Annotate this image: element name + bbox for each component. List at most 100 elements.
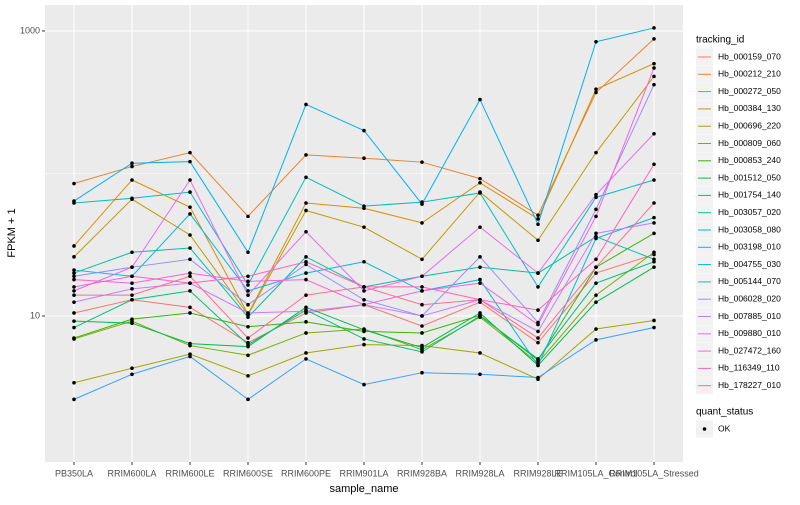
data-point <box>304 293 308 297</box>
legend-label: OK <box>718 423 731 433</box>
data-point <box>594 214 598 219</box>
data-point <box>362 297 366 302</box>
legend-label: Hb_003057_020 <box>718 207 781 217</box>
data-point <box>130 317 134 321</box>
data-point <box>652 66 656 70</box>
data-point <box>362 285 366 289</box>
data-point <box>478 265 482 269</box>
data-point <box>130 250 134 255</box>
data-point <box>246 324 250 329</box>
data-point <box>188 150 192 155</box>
data-point <box>478 176 482 181</box>
data-point <box>188 311 192 315</box>
data-point <box>652 82 656 87</box>
data-point <box>652 265 656 269</box>
data-point <box>362 204 366 208</box>
data-point <box>130 164 134 169</box>
data-point <box>130 372 134 377</box>
data-point <box>478 311 482 315</box>
x-tick-label: RRIM901LA <box>339 468 388 478</box>
data-point <box>652 257 656 262</box>
data-point <box>536 238 540 243</box>
data-point <box>130 274 134 279</box>
legend-label: Hb_000853_240 <box>718 155 781 165</box>
data-point <box>594 257 598 262</box>
data-point <box>72 380 76 385</box>
data-point <box>188 190 192 194</box>
data-point <box>594 265 598 269</box>
data-point <box>478 225 482 229</box>
data-point <box>652 162 656 167</box>
legend-label: Hb_000384_130 <box>718 103 781 113</box>
legend-label: Hb_003198_010 <box>718 242 781 252</box>
data-point <box>536 217 540 221</box>
data-point <box>130 178 134 182</box>
data-point <box>536 375 540 380</box>
legend-label: Hb_004755_030 <box>718 259 781 269</box>
legend-label: Hb_000809_060 <box>718 138 781 148</box>
x-tick-label: RRIM105LA_Stressed <box>609 468 699 478</box>
legend-label: Hb_027472_160 <box>718 345 781 355</box>
legend-label: Hb_000159_070 <box>718 51 781 61</box>
legend-title: tracking_id <box>696 35 744 46</box>
y-axis-title: FPKM + 1 <box>6 208 18 257</box>
data-point <box>246 311 250 315</box>
data-point <box>420 331 424 335</box>
data-point <box>420 324 424 328</box>
data-point <box>536 322 540 327</box>
data-point <box>478 351 482 355</box>
data-point <box>72 255 76 259</box>
data-point <box>130 293 134 297</box>
data-point <box>304 331 308 335</box>
data-point <box>362 128 366 133</box>
data-point <box>420 370 424 375</box>
data-point <box>536 213 540 217</box>
data-point <box>594 338 598 342</box>
data-point <box>304 271 308 275</box>
data-point <box>304 255 308 259</box>
data-point <box>420 160 424 164</box>
data-point <box>594 39 598 44</box>
data-point <box>246 315 250 320</box>
data-point <box>652 318 656 323</box>
data-point <box>304 277 308 282</box>
data-point <box>130 321 134 325</box>
data-point <box>594 90 598 95</box>
data-point <box>536 285 540 289</box>
data-point <box>188 289 192 293</box>
data-point <box>420 274 424 279</box>
data-point <box>188 212 192 216</box>
data-point <box>130 366 134 371</box>
data-point <box>420 350 424 354</box>
data-point <box>652 231 656 236</box>
legend-label: Hb_005144_070 <box>718 276 781 286</box>
data-point <box>246 336 250 340</box>
data-point <box>478 372 482 377</box>
data-point <box>362 302 366 307</box>
data-point <box>188 354 192 359</box>
data-point <box>420 202 424 206</box>
data-point <box>304 175 308 180</box>
data-point <box>304 259 308 264</box>
legend-label: Hb_007885_010 <box>718 311 781 321</box>
data-point <box>72 199 76 203</box>
data-point <box>246 279 250 284</box>
data-point <box>304 262 308 267</box>
data-point <box>72 289 76 293</box>
data-point <box>652 259 656 264</box>
point-legend-title: quant_status <box>696 407 753 418</box>
data-point <box>362 259 366 264</box>
legend-label: Hb_009880_010 <box>718 328 781 338</box>
data-point <box>130 281 134 285</box>
y-tick-label: 10 <box>30 310 40 320</box>
data-point <box>362 156 366 160</box>
data-point <box>304 102 308 107</box>
data-point <box>652 37 656 41</box>
data-point <box>420 345 424 350</box>
data-point <box>246 289 250 293</box>
data-point <box>188 205 192 209</box>
data-point <box>594 195 598 200</box>
data-point <box>536 340 540 345</box>
data-point <box>246 374 250 378</box>
